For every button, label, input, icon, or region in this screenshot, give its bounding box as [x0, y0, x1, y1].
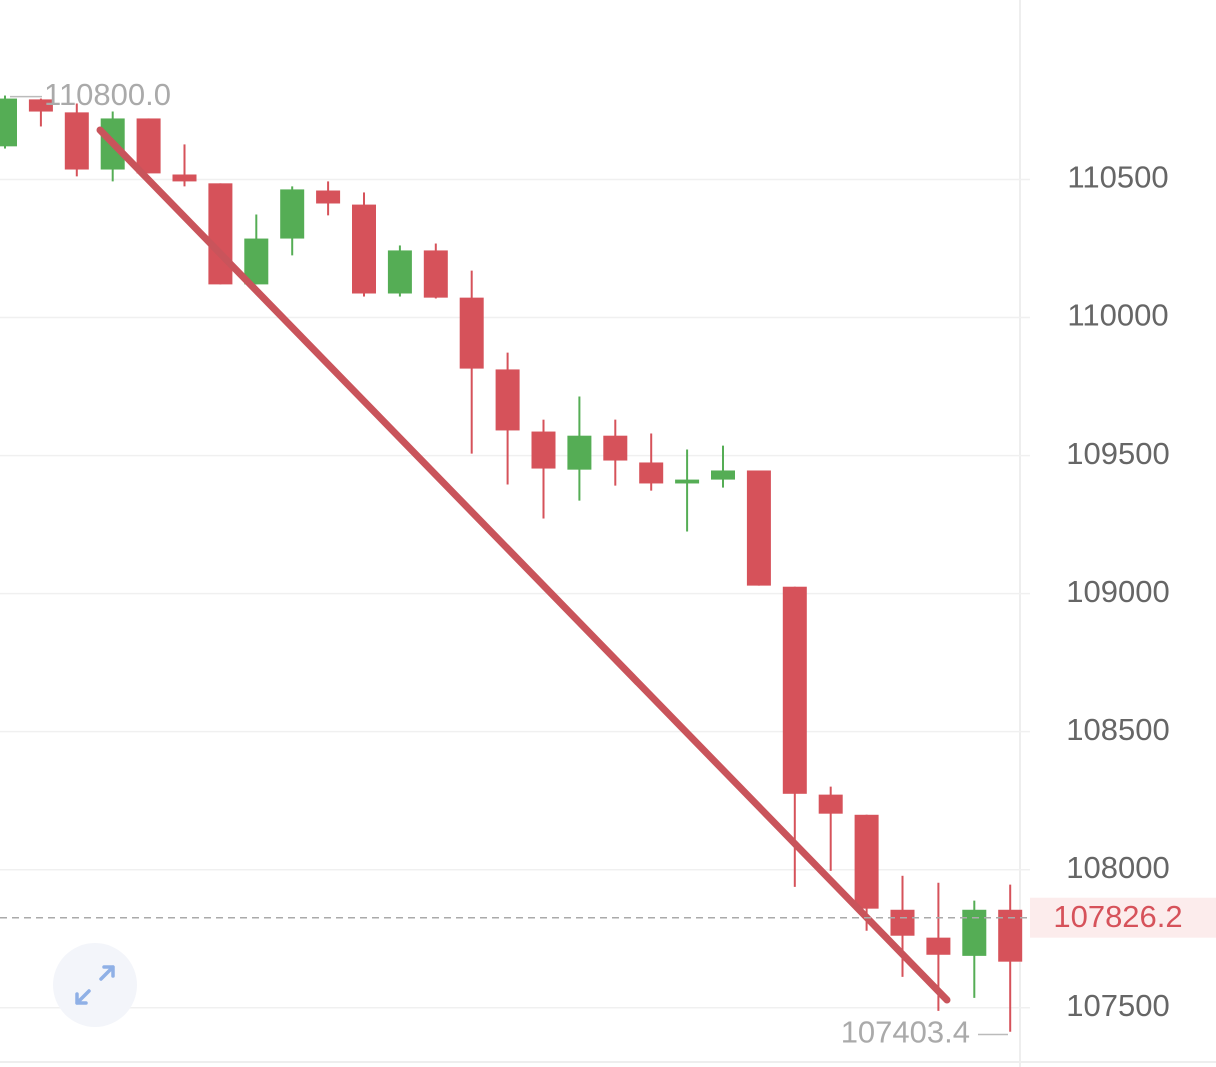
candle-body: [639, 462, 664, 484]
y-tick-label: 110500: [1067, 160, 1168, 195]
y-tick-label: 107500: [1066, 988, 1169, 1023]
grid: 107500 108000 108500 109000 109500 110000 1105…: [0, 160, 1170, 1023]
candle-body: [172, 174, 197, 182]
candle-body: [890, 909, 915, 936]
last-price-bg: [1030, 897, 1216, 938]
y-tick-label: 109000: [1066, 574, 1169, 609]
candle-body: [531, 431, 556, 469]
expand-icon: [75, 965, 115, 1005]
trend-line: [96, 126, 951, 1004]
candle-body: [280, 189, 305, 239]
candle-body: [746, 470, 771, 586]
candle-body: [567, 435, 592, 470]
overlay: 107826.2 110800.0 107403.4: [0, 77, 1216, 1050]
candle-body: [603, 435, 628, 461]
candle-body: [136, 118, 161, 174]
candle-body: [495, 369, 520, 431]
candle-body: [818, 794, 843, 814]
candle-body: [711, 470, 735, 480]
candle-body: [316, 190, 341, 204]
candle-body: [854, 814, 879, 909]
candle-body: [675, 479, 700, 484]
y-tick-label: 109500: [1066, 436, 1169, 471]
candles: [0, 95, 1023, 1032]
last-price-label: 107826.2: [1053, 899, 1182, 934]
expand-bg: [53, 943, 137, 1027]
candle-body: [387, 250, 412, 294]
y-tick-label: 108500: [1066, 712, 1169, 747]
candle-body: [244, 238, 269, 285]
candle-body: [423, 250, 448, 298]
candle-body: [459, 297, 484, 369]
candle-body: [962, 909, 987, 956]
candle-body: [208, 183, 233, 285]
candle-body: [352, 204, 376, 294]
candle-body: [28, 99, 53, 112]
expand-button[interactable]: [53, 943, 137, 1027]
candle-body: [0, 98, 17, 147]
candle-body: [64, 112, 89, 170]
y-tick-label: 110000: [1067, 298, 1168, 333]
max-marker-label: 110800.0: [44, 77, 171, 112]
candle-body: [926, 937, 951, 955]
candle-body: [782, 586, 807, 794]
min-marker-label: 107403.4: [841, 1015, 970, 1050]
y-tick-label: 108000: [1066, 850, 1169, 885]
